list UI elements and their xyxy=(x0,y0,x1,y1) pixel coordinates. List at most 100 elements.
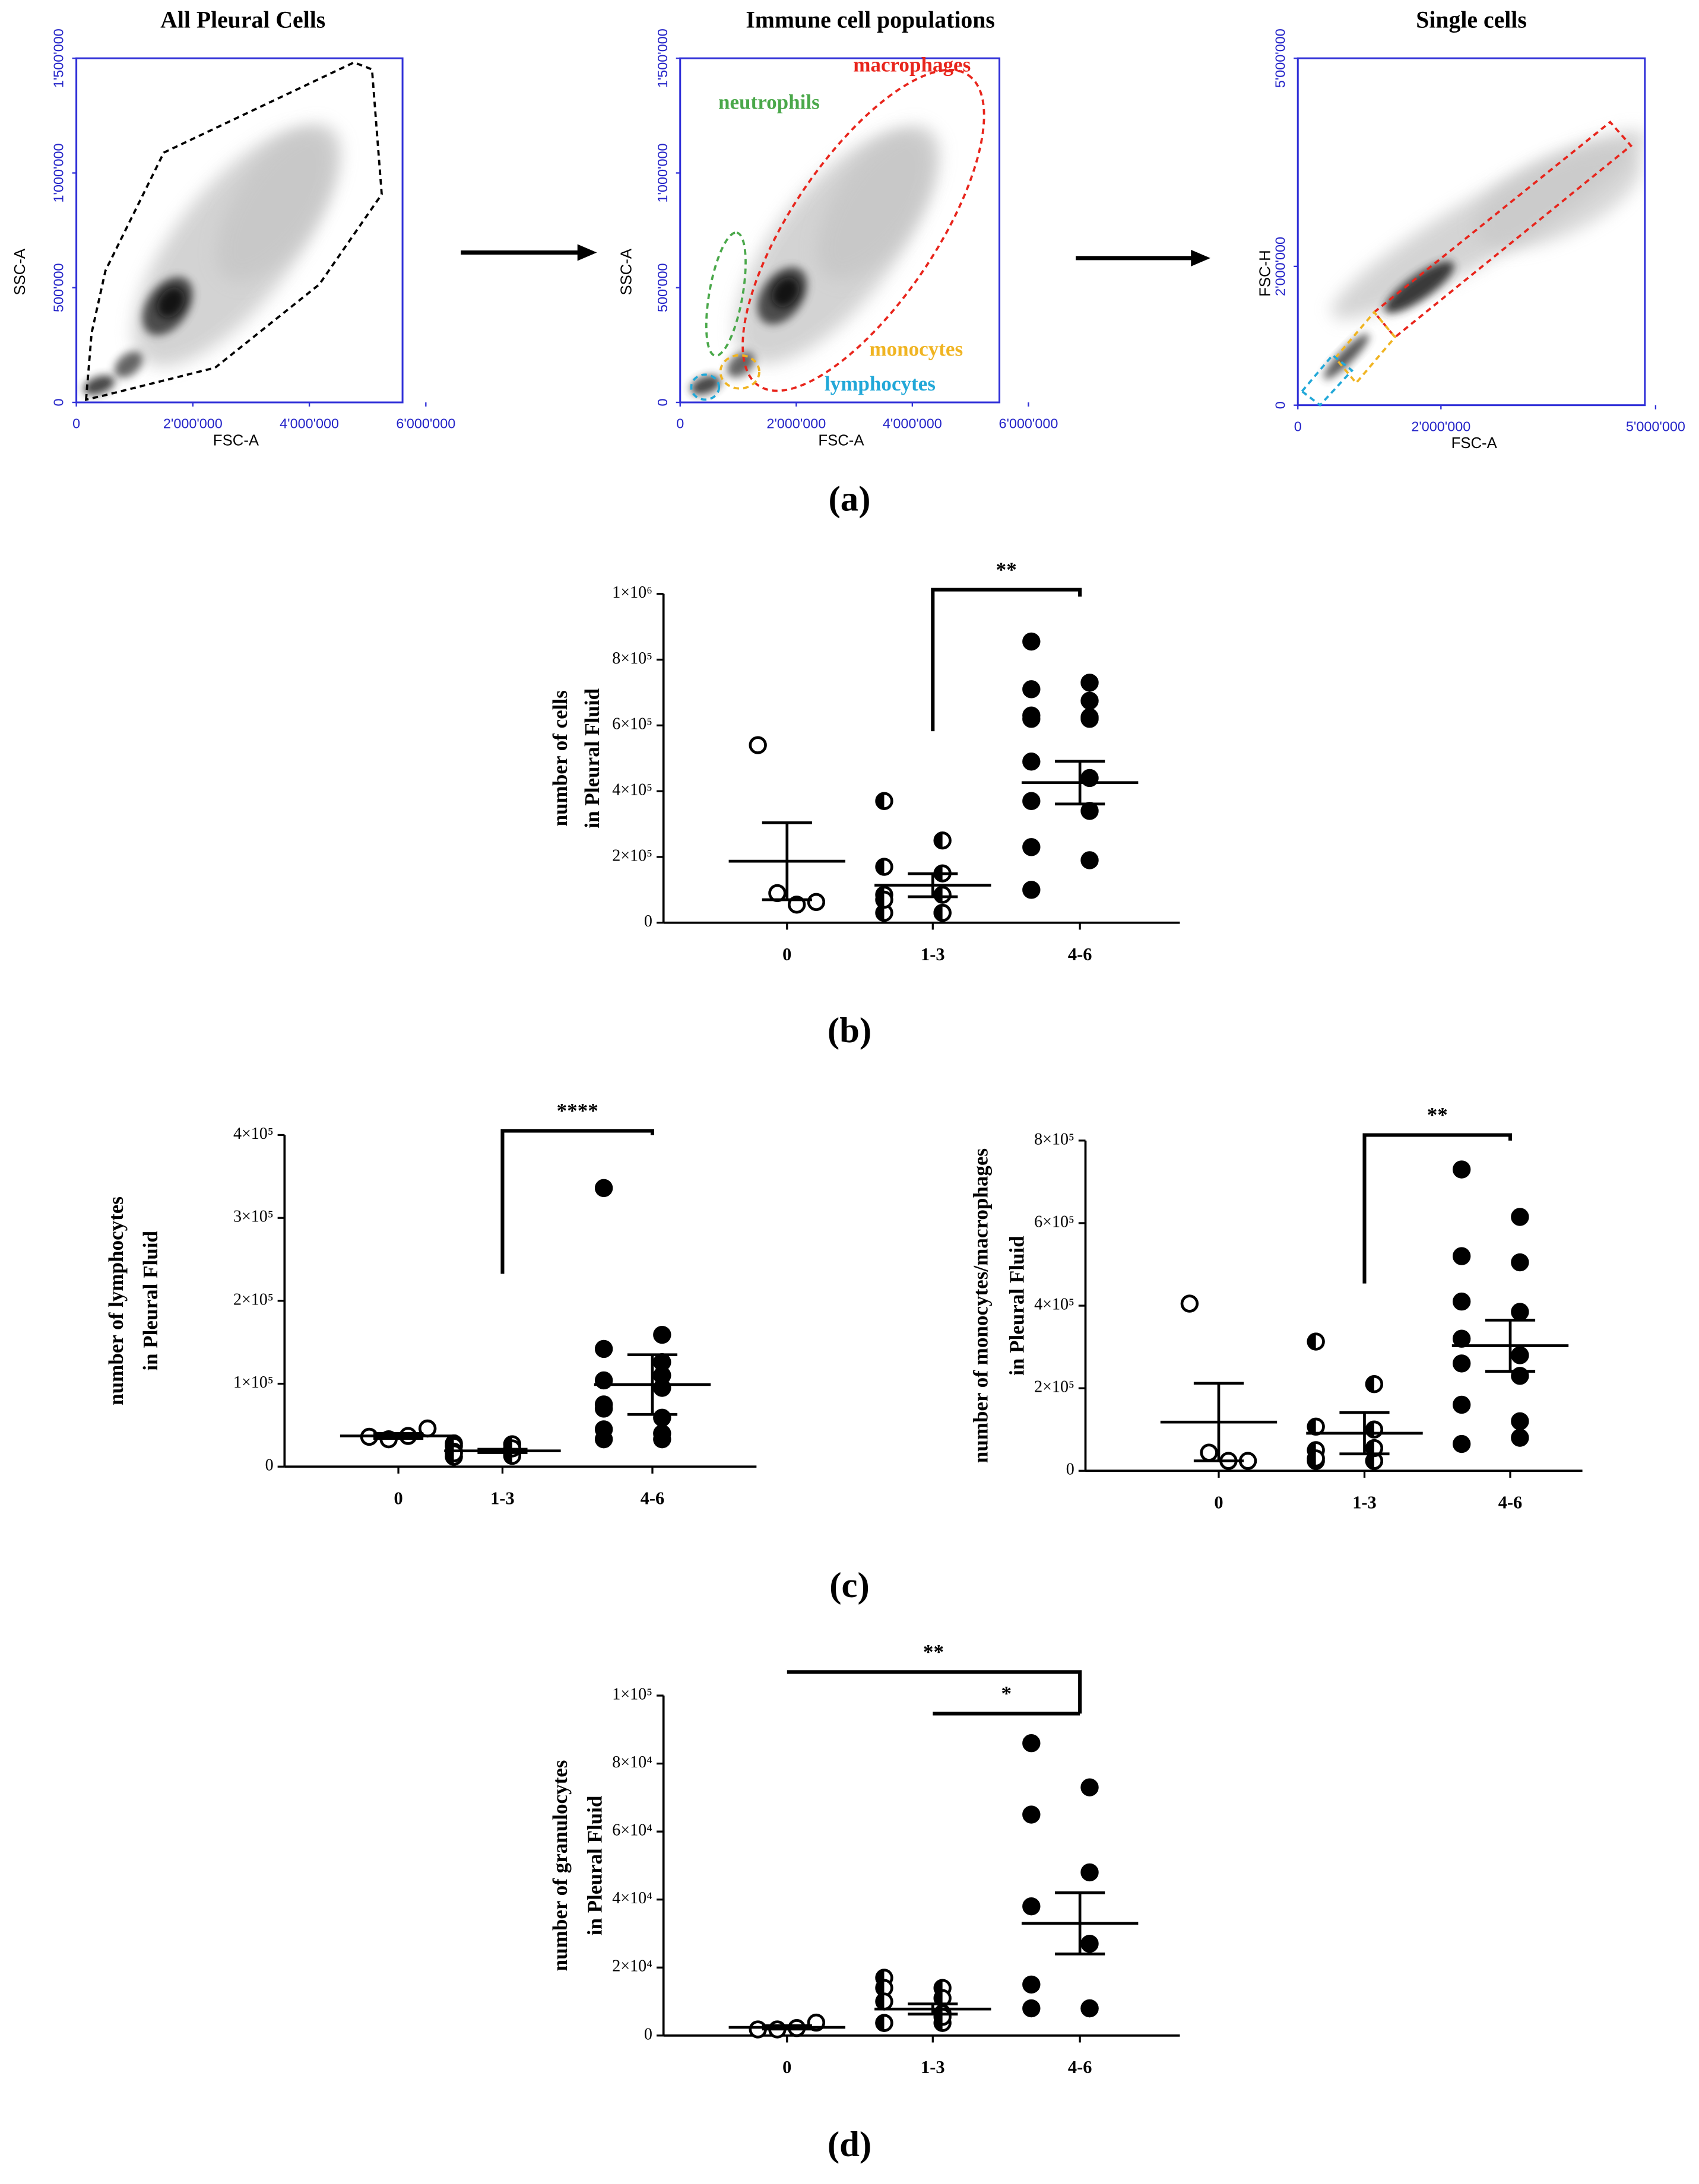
marker xyxy=(1080,710,1099,728)
marker xyxy=(1452,1329,1471,1348)
data-point xyxy=(1452,1354,1471,1373)
data-point xyxy=(933,903,952,922)
data-point xyxy=(933,1989,952,2008)
marker-half xyxy=(1308,1418,1316,1434)
density xyxy=(114,351,143,378)
dot-plot: 0 2×10⁵ 4×10⁵ 6×10⁵ 8×10⁵ 0 1-3 4-6 number of mo… xyxy=(969,1103,1583,1512)
marker xyxy=(1452,1247,1471,1265)
y-axis-label: number of cells xyxy=(549,690,572,826)
density xyxy=(83,375,115,395)
data-point xyxy=(1365,1439,1384,1458)
data-point xyxy=(1452,1329,1471,1348)
x-tick-label: 5'000'000 xyxy=(1626,418,1685,434)
marker-half xyxy=(1366,1440,1374,1456)
marker xyxy=(1452,1434,1471,1453)
y-tick-label: 6×10⁵ xyxy=(612,715,652,734)
sem-bar xyxy=(373,1432,424,1440)
significance-label: ** xyxy=(923,1640,944,1664)
y-tick-label: 0 xyxy=(644,912,652,931)
x-tick-label: 4'000'000 xyxy=(280,416,339,431)
dot-plot: 0 1×10⁵ 2×10⁵ 3×10⁵ 4×10⁵ 0 1-3 4-6 number of ly… xyxy=(104,1099,757,1508)
data-point xyxy=(653,1366,671,1385)
data-point xyxy=(594,1339,613,1358)
plot-frame xyxy=(1297,57,1646,407)
gate-label: monocytes xyxy=(869,338,963,361)
y-tick-label: 2×10⁵ xyxy=(233,1290,274,1309)
y-tick-label: 0 xyxy=(265,1456,274,1475)
marker xyxy=(653,1325,671,1344)
flow-plot: 0 2'000'000 5'000'000 0 2'000'000 5'000'000 Si… xyxy=(1257,7,1685,452)
y-tick-label: 6×10⁵ xyxy=(1034,1212,1074,1231)
data-point xyxy=(1022,753,1041,771)
x-tick-label: 4-6 xyxy=(1068,2057,1092,2077)
y-tick-label: 0 xyxy=(1272,401,1288,409)
data-point xyxy=(1307,1449,1325,1468)
data-point xyxy=(1022,1975,1041,1994)
marker xyxy=(1511,1346,1529,1364)
sem-bar xyxy=(908,2002,958,2016)
y-axis-label: FSC-H xyxy=(1257,250,1273,297)
density-cloud xyxy=(690,126,940,395)
sem-bar xyxy=(762,821,812,901)
y-tick-label: 2'000'000 xyxy=(1272,237,1288,296)
data-point xyxy=(1200,1443,1218,1462)
significance-bracket xyxy=(787,1670,1082,1714)
marker xyxy=(594,1179,613,1198)
y-tick-label: 1×10⁵ xyxy=(612,1685,652,1703)
data-point xyxy=(1452,1434,1471,1453)
sem-bar xyxy=(1055,1891,1105,1956)
y-axis-label: SSC-A xyxy=(619,248,635,295)
marker-half xyxy=(934,905,943,921)
plot-frame xyxy=(679,57,1001,404)
sem-bar xyxy=(762,2024,812,2031)
data-point xyxy=(445,1444,463,1463)
data-point xyxy=(1452,1160,1471,1179)
data-point xyxy=(1080,1778,1099,1796)
x-tick-label: 1-3 xyxy=(1352,1492,1377,1512)
y-tick-label: 2×10⁴ xyxy=(612,1957,652,1976)
y-tick-label: 4×10⁵ xyxy=(233,1125,274,1143)
marker xyxy=(1452,1160,1471,1179)
gate xyxy=(1372,120,1633,339)
data-point xyxy=(875,890,893,909)
y-tick-label: 8×10⁵ xyxy=(1034,1130,1074,1148)
marker xyxy=(1452,1395,1471,1414)
data-point xyxy=(1452,1247,1471,1265)
marker-half xyxy=(934,887,943,903)
y-tick-label: 1'000'000 xyxy=(51,144,66,203)
marker xyxy=(1511,1208,1529,1226)
density xyxy=(216,124,341,281)
marker-half xyxy=(934,833,943,849)
marker xyxy=(1022,881,1041,899)
data-point xyxy=(1022,838,1041,856)
y-tick-label: 1×10⁶ xyxy=(612,583,652,602)
marker xyxy=(1511,1429,1529,1447)
plot-frame xyxy=(75,57,404,404)
marker xyxy=(1511,1303,1529,1321)
data-point xyxy=(1022,1897,1041,1916)
density xyxy=(1384,261,1454,313)
sem-bar xyxy=(627,1353,678,1416)
marker xyxy=(1022,1897,1041,1916)
gate xyxy=(1333,310,1397,385)
gate xyxy=(690,373,721,401)
data-point xyxy=(1452,1395,1471,1414)
data-point xyxy=(1511,1208,1529,1226)
x-tick-label: 2'000'000 xyxy=(1411,418,1470,434)
y-tick-label: 3×10⁵ xyxy=(233,1208,274,1226)
marker xyxy=(653,1408,671,1427)
marker xyxy=(1080,851,1099,869)
data-point xyxy=(933,885,952,904)
data-point xyxy=(1080,802,1099,820)
flow-plot: 0 2'000'000 4'000'000 6'000'000 0 500'000 1'00… xyxy=(12,7,455,449)
y-axis-label: number of granulocytes xyxy=(549,1760,572,1972)
data-point xyxy=(807,893,826,912)
density xyxy=(1323,334,1370,379)
arrow xyxy=(461,244,597,261)
y-tick-label: 8×10⁴ xyxy=(612,1753,652,1772)
data-point xyxy=(1511,1346,1529,1364)
y-tick-label: 8×10⁵ xyxy=(612,649,652,668)
data-point xyxy=(653,1408,671,1427)
significance-label: ** xyxy=(996,558,1017,581)
y-axis-label: SSC-A xyxy=(12,248,28,295)
